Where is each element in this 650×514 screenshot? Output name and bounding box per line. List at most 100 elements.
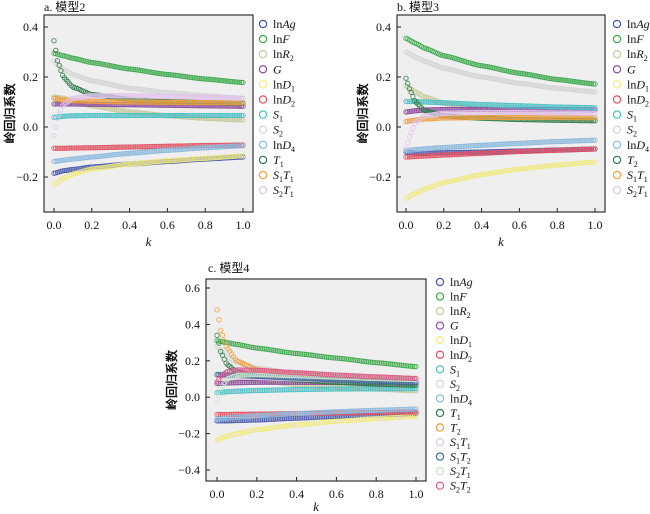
data-point bbox=[254, 345, 260, 351]
data-point bbox=[580, 160, 586, 166]
data-point bbox=[360, 373, 366, 379]
data-point bbox=[566, 138, 572, 144]
data-point bbox=[291, 386, 297, 393]
data-point bbox=[554, 162, 560, 168]
data-point bbox=[391, 361, 397, 368]
data-point bbox=[364, 416, 370, 422]
data-point bbox=[261, 412, 268, 419]
data-point bbox=[367, 373, 374, 380]
data-point bbox=[125, 161, 132, 167]
data-point bbox=[217, 112, 224, 119]
data-point bbox=[179, 94, 185, 100]
data-point bbox=[122, 112, 128, 119]
data-point bbox=[380, 407, 386, 413]
data-point bbox=[296, 422, 302, 428]
data-point bbox=[98, 98, 104, 105]
data-point bbox=[276, 368, 282, 375]
data-point bbox=[236, 372, 242, 378]
data-point bbox=[236, 388, 242, 394]
data-point bbox=[490, 109, 496, 116]
data-point bbox=[531, 148, 537, 154]
data-point bbox=[444, 110, 451, 116]
data-point bbox=[462, 101, 468, 107]
data-point bbox=[138, 99, 144, 105]
data-point bbox=[177, 94, 184, 100]
data-point bbox=[113, 112, 120, 119]
data-point bbox=[300, 386, 306, 393]
data-point bbox=[113, 144, 120, 150]
data-point bbox=[420, 153, 426, 159]
data-point bbox=[342, 386, 348, 392]
data-point bbox=[120, 144, 127, 150]
data-point bbox=[561, 138, 567, 144]
data-point bbox=[230, 388, 237, 395]
data-point bbox=[235, 95, 241, 101]
data-point bbox=[403, 75, 409, 81]
legend-marker bbox=[258, 140, 268, 149]
x-tick-label: 1.0 bbox=[236, 218, 251, 232]
data-point bbox=[125, 66, 132, 72]
data-point bbox=[587, 110, 593, 116]
data-point bbox=[443, 110, 449, 116]
data-point bbox=[221, 389, 227, 395]
data-point bbox=[70, 156, 76, 162]
legend-marker bbox=[612, 34, 622, 44]
data-point bbox=[238, 372, 244, 378]
data-point bbox=[158, 112, 165, 119]
legend-item: lnAg bbox=[612, 17, 650, 31]
data-point bbox=[99, 153, 106, 159]
series-S2T1 bbox=[403, 109, 598, 151]
data-point bbox=[354, 417, 361, 423]
data-point bbox=[234, 379, 240, 386]
data-point bbox=[373, 407, 379, 413]
data-point bbox=[444, 152, 451, 158]
data-point bbox=[165, 158, 172, 164]
data-point bbox=[235, 153, 241, 159]
data-point bbox=[92, 145, 99, 151]
legend-marker bbox=[435, 277, 445, 287]
data-point bbox=[543, 147, 550, 154]
y-tick-label: 0.2 bbox=[376, 70, 391, 84]
data-point bbox=[176, 157, 182, 163]
data-point bbox=[554, 104, 560, 110]
data-point bbox=[309, 352, 315, 358]
data-point bbox=[325, 386, 332, 392]
series-lnD1 bbox=[51, 153, 246, 188]
data-point bbox=[263, 387, 269, 393]
data-point bbox=[236, 379, 242, 386]
data-point bbox=[528, 103, 534, 109]
data-point bbox=[448, 144, 454, 150]
data-point bbox=[233, 153, 239, 159]
legend-label: lnD1 bbox=[273, 77, 295, 93]
data-point bbox=[247, 379, 253, 386]
data-point bbox=[451, 144, 458, 150]
data-point bbox=[580, 137, 586, 144]
data-point bbox=[512, 109, 518, 116]
data-point bbox=[94, 145, 101, 151]
data-point bbox=[148, 143, 154, 150]
data-point bbox=[207, 112, 213, 119]
data-point bbox=[225, 415, 231, 421]
data-point bbox=[455, 100, 461, 107]
data-point bbox=[300, 351, 306, 357]
data-point bbox=[124, 150, 130, 157]
data-point bbox=[217, 94, 224, 101]
data-point bbox=[66, 113, 73, 119]
data-point bbox=[239, 388, 246, 394]
data-point bbox=[549, 85, 555, 91]
data-point bbox=[89, 145, 95, 151]
data-point bbox=[353, 408, 359, 414]
data-point bbox=[557, 162, 563, 168]
data-point bbox=[232, 388, 238, 394]
data-point bbox=[316, 420, 322, 426]
data-point bbox=[216, 340, 222, 346]
data-point bbox=[458, 110, 465, 116]
data-point bbox=[360, 386, 366, 392]
data-point bbox=[229, 95, 236, 101]
data-point bbox=[174, 157, 180, 163]
data-point bbox=[200, 99, 206, 106]
data-point bbox=[247, 367, 253, 373]
data-point bbox=[417, 153, 423, 159]
